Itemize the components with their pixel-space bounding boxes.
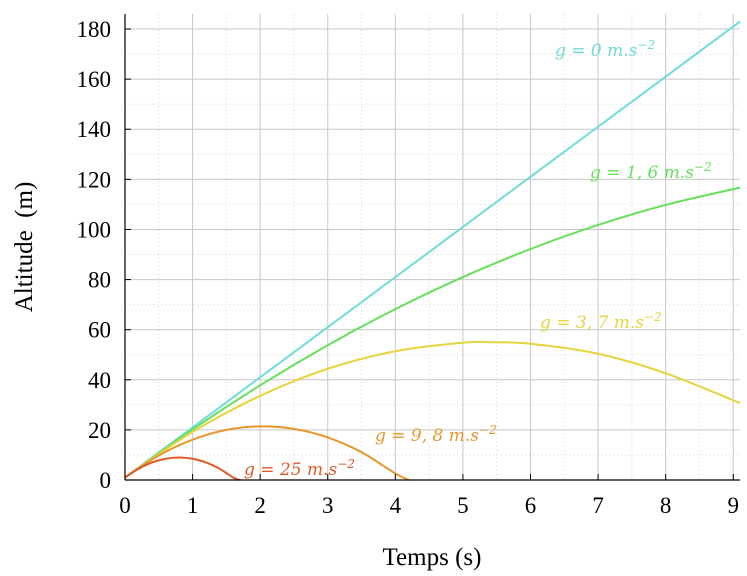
series-label-text: g = 9, 8 m.s <box>375 426 479 446</box>
series-labels: g = 0 m.s−2g = 1, 6 m.s−2g = 3, 7 m.s−2g… <box>244 38 712 480</box>
series-label-text: g = 1, 6 m.s <box>590 163 694 183</box>
y-tick-label: 0 <box>100 468 112 493</box>
x-tick-label: 0 <box>119 493 131 518</box>
series-label-exponent: −2 <box>694 160 712 174</box>
series-line-4 <box>124 456 241 481</box>
series-label-2: g = 3, 7 m.s−2 <box>540 310 662 333</box>
y-tick-label: 160 <box>77 67 112 92</box>
y-tick-label: 100 <box>77 217 112 242</box>
series-label-exponent: −2 <box>637 38 655 52</box>
series-label-exponent: −2 <box>644 310 662 324</box>
y-tick-labels: 0 20 40 60 80 100 120 140 160 180 <box>77 17 112 493</box>
y-axis-title: Altitude (m) <box>11 182 38 313</box>
series-label-4: g = 25 m.s−2 <box>244 457 355 480</box>
x-tick-label: 8 <box>660 493 672 518</box>
x-tick-label: 3 <box>322 493 334 518</box>
x-axis-title: Temps (s) <box>383 544 482 571</box>
y-tick-label: 40 <box>88 368 111 393</box>
axes <box>124 14 740 481</box>
series-line-1 <box>124 186 741 479</box>
x-tick-label: 4 <box>390 493 402 518</box>
x-tick-label: 9 <box>727 493 739 518</box>
y-tick-label: 20 <box>88 418 111 443</box>
series-label-text: g = 25 m.s <box>244 460 337 480</box>
series-label-exponent: −2 <box>337 457 355 471</box>
series-label-exponent: −2 <box>479 423 497 437</box>
x-tick-label: 7 <box>592 493 604 518</box>
series-label-3: g = 9, 8 m.s−2 <box>375 423 497 446</box>
y-tick-label: 180 <box>77 17 112 42</box>
series-label-text: g = 0 m.s <box>555 41 638 61</box>
x-tick-label: 6 <box>525 493 537 518</box>
y-tick-label: 140 <box>77 117 112 142</box>
series-label-text: g = 3, 7 m.s <box>540 313 644 333</box>
y-tick-label: 60 <box>88 318 111 343</box>
grid <box>125 14 740 480</box>
series-line-3 <box>124 425 410 481</box>
y-tick-label: 120 <box>77 167 112 192</box>
x-tick-label: 1 <box>187 493 199 518</box>
series-label-0: g = 0 m.s−2 <box>555 38 655 61</box>
series-label-1: g = 1, 6 m.s−2 <box>590 160 712 183</box>
x-tick-label: 5 <box>457 493 469 518</box>
series-line-2 <box>124 340 741 479</box>
x-tick-labels: 0 1 2 3 4 5 6 7 8 9 <box>119 493 739 518</box>
x-tick-label: 2 <box>254 493 266 518</box>
series-line-0 <box>124 20 741 479</box>
series-lines <box>124 20 741 481</box>
y-tick-label: 80 <box>88 268 111 293</box>
